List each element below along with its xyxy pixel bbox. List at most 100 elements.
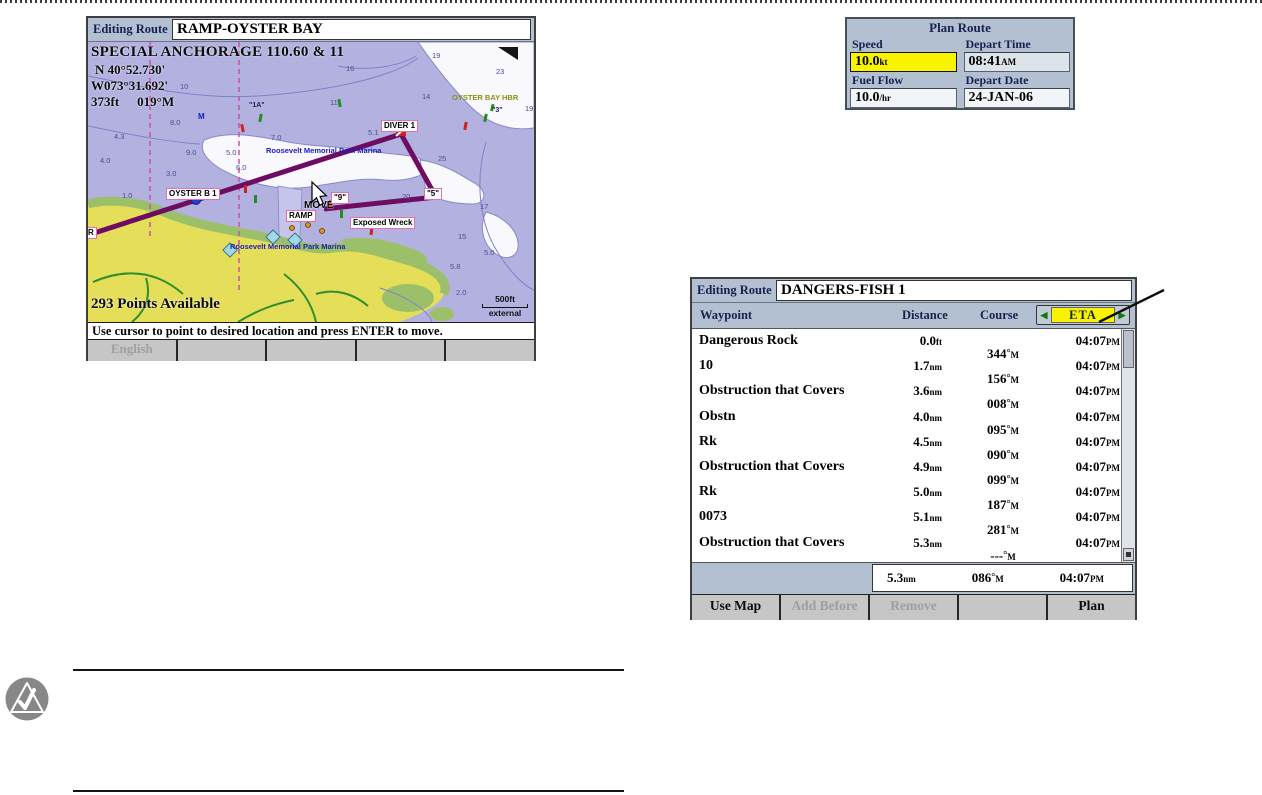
chevron-left-icon[interactable]: ◀: [1040, 309, 1048, 320]
cursor-bearing: 019°M: [137, 94, 175, 109]
depth-number: 2.0: [456, 288, 466, 297]
depth-number: 23: [496, 67, 504, 76]
leg-course: 095°M: [987, 421, 1019, 437]
dashed-boundary-lines: [149, 42, 240, 292]
eta-column-selector[interactable]: ◀ ETA ▶: [1036, 305, 1130, 325]
depth-number: 19: [432, 51, 440, 60]
depth-contours: [88, 55, 534, 322]
waypoint-name[interactable]: Obstruction that Covers: [699, 383, 845, 399]
route-softkey-bar: Use Map Add Before Remove Plan: [692, 594, 1135, 620]
route-totals: 5.3nm 086°M 04:07PM: [872, 564, 1133, 592]
leg-course: ---°M: [990, 547, 1016, 562]
waypoint-name[interactable]: Dangerous Rock: [699, 333, 798, 348]
softkey-use-map[interactable]: Use Map: [692, 595, 781, 620]
map-softkey-bar: English: [88, 340, 534, 361]
depth-number: 19: [525, 104, 533, 113]
chart-triangle-mark: [498, 47, 518, 60]
softkey-remove[interactable]: Remove: [870, 595, 959, 620]
waypoint-distance: 1.7nm: [913, 358, 942, 374]
waypoint-distance: 5.3nm: [913, 534, 942, 550]
waypoint-eta: 04:07PM: [1075, 459, 1120, 474]
cursor-depth: 373ft: [91, 94, 120, 109]
map-status-bar: Use cursor to point to desired location …: [88, 322, 534, 340]
route-review-screen: Editing Route DANGERS-FISH 1 Waypoint Di…: [690, 277, 1137, 620]
waypoint-distance: 3.6nm: [913, 383, 942, 399]
waypoint-name[interactable]: Obstn: [699, 408, 736, 424]
depth-number: 10: [180, 82, 188, 91]
waypoint-eta: 04:07PM: [1075, 408, 1120, 424]
plan-route-title: Plan Route: [929, 20, 991, 35]
chevron-right-icon[interactable]: ▶: [1118, 309, 1126, 320]
waypoint-name[interactable]: Obstruction that Covers: [699, 459, 845, 474]
softkey-plan[interactable]: Plan: [1078, 598, 1105, 613]
scale-distance: 500ft: [495, 294, 515, 304]
chart-map[interactable]: 19 23 14 11 10 16 8.0 9.0 4.3 7.0 5.0 6.0 4.0 3.0 1.0 5…: [88, 42, 534, 322]
map-scale: 500ft external: [482, 294, 528, 318]
chart-label: MOVE: [304, 200, 334, 211]
depth-number: 11: [330, 98, 338, 107]
column-distance: Distance: [902, 308, 948, 322]
waypoint-eta: 04:07PM: [1075, 383, 1120, 399]
plan-route-dialog: Plan Route Speed Depart Time 10.0kt 08:41AM…: [845, 17, 1075, 110]
softkey-empty: [959, 595, 1048, 620]
route-name-input[interactable]: DANGERS-FISH 1: [776, 280, 1132, 301]
scrollbar-down-button[interactable]: [1123, 548, 1134, 561]
plan-field-label-depart-time: Depart Time: [965, 37, 1031, 51]
waypoint-distance: 4.5nm: [913, 433, 942, 449]
anchorage-text: SPECIAL ANCHORAGE 110.60 & 11: [91, 44, 345, 60]
waypoint-eta: 04:07PM: [1075, 509, 1120, 525]
waypoint-name[interactable]: 10: [699, 358, 713, 374]
depth-number: 16: [346, 64, 354, 73]
depth-number: 8.0: [170, 118, 180, 127]
map-cursor-icon: [311, 180, 328, 206]
editing-route-label: Editing Route: [93, 22, 168, 36]
depth-number: 1.0: [122, 191, 132, 200]
scrollbar[interactable]: [1121, 329, 1135, 562]
depth-number: 4.0: [100, 156, 110, 165]
map-edit-screen: Editing Route RAMP-OYSTER BAY: [86, 16, 536, 361]
waypoint-distance: 4.9nm: [913, 459, 942, 474]
waypoint-name[interactable]: Rk: [699, 484, 717, 500]
plan-field-label-depart-date: Depart Date: [965, 73, 1029, 87]
total-course: 086°M: [971, 570, 1004, 585]
scale-source: external: [488, 308, 522, 318]
depth-number: 25: [438, 154, 446, 163]
column-waypoint: Waypoint: [700, 308, 753, 322]
depth-number: 9.0: [186, 148, 196, 157]
cursor-latitude: N 40°52.730': [95, 62, 166, 77]
depth-number: 14: [422, 92, 430, 101]
route-name-input[interactable]: RAMP-OYSTER BAY: [172, 19, 531, 40]
scale-bar: [482, 304, 528, 308]
chart-label: OYSTER BAY HBR: [452, 93, 519, 102]
waypoint-name[interactable]: 0073: [699, 509, 727, 525]
softkey-empty: [267, 340, 357, 361]
softkey-empty: [446, 340, 534, 361]
plan-field-value-fuel-flow[interactable]: 10.0/hr: [850, 88, 957, 108]
plan-field-value-speed[interactable]: 10.0kt: [850, 52, 957, 72]
route-table-body: Dangerous Rock 0.0ft 04:07PM 10 1.7nm 04:07PM…: [692, 329, 1135, 562]
scrollbar-thumb[interactable]: [1123, 330, 1134, 368]
green-shore-east: [340, 237, 427, 266]
depth-number: 17: [480, 202, 488, 211]
plan-field-value-depart-date[interactable]: 24-JAN-06: [963, 88, 1070, 108]
leg-course: 099°M: [987, 472, 1019, 487]
waypoint-name[interactable]: Obstruction that Covers: [699, 534, 845, 550]
chart-text-labels: OYSTER BAY HBR Roosevelt Memorial Park Ma…: [198, 93, 519, 251]
softkey-add-before[interactable]: Add Before: [781, 595, 870, 620]
plan-field-value-depart-time[interactable]: 08:41AM: [963, 52, 1070, 72]
plan-route-grid: Speed Depart Time 10.0kt 08:41AM Fuel Flow De…: [847, 36, 1073, 108]
route-line: [88, 130, 441, 238]
chart-label: Roosevelt Memorial Park Marina: [266, 146, 382, 155]
chart-label: "3": [492, 107, 503, 114]
waypoint-label: RAMP: [286, 210, 316, 222]
roads: [92, 272, 369, 322]
depth-number: 15: [458, 232, 466, 241]
waypoint-label: R: [88, 227, 97, 239]
route-summary-row: 5.3nm 086°M 04:07PM: [692, 562, 1135, 594]
depth-number: 5.8: [450, 262, 460, 271]
waypoint-name[interactable]: Rk: [699, 433, 717, 449]
land-area: [88, 201, 446, 322]
waypoint-distance: 4.0nm: [913, 408, 942, 424]
softkey-english[interactable]: English: [88, 340, 178, 361]
